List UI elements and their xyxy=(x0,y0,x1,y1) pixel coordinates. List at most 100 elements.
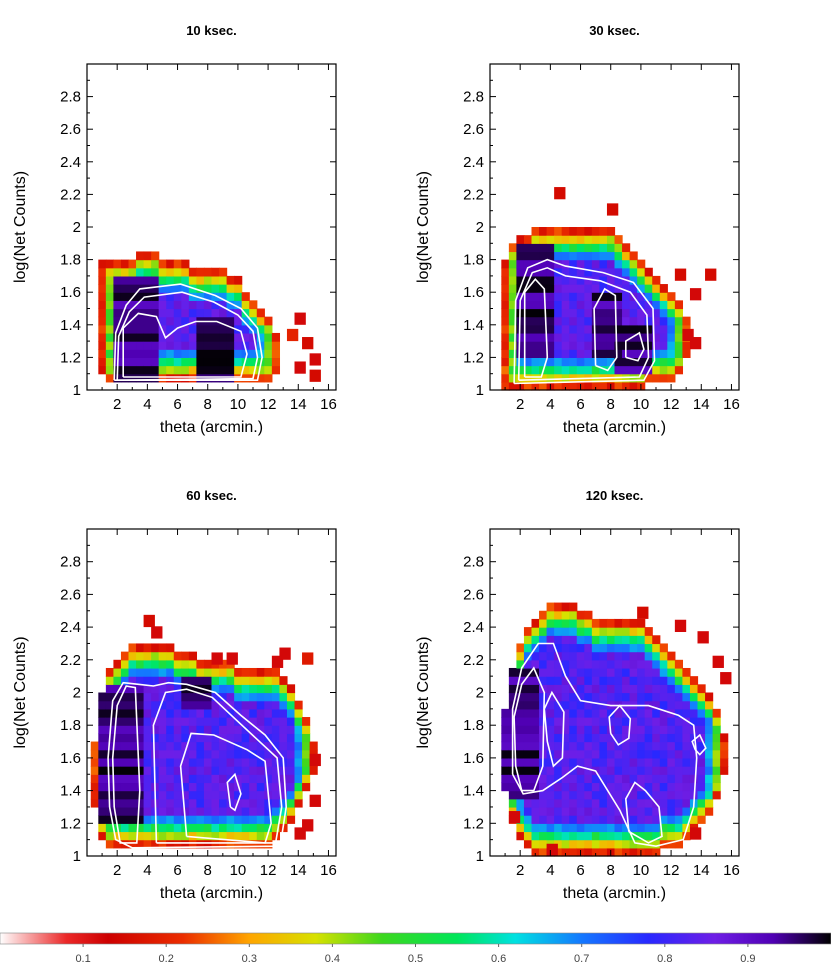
heat-cell xyxy=(226,741,235,751)
heat-cell xyxy=(516,365,525,375)
heat-cell xyxy=(561,643,570,653)
heat-cell xyxy=(271,815,281,824)
heat-cell xyxy=(508,284,518,293)
x-tick-label: 14 xyxy=(693,862,710,879)
heat-cell xyxy=(105,324,115,334)
heat-cell xyxy=(591,659,601,669)
heat-cell xyxy=(531,741,540,751)
heat-cell xyxy=(271,684,281,694)
heat-cell xyxy=(584,267,593,277)
x-tick-label: 4 xyxy=(143,862,151,879)
heat-cell xyxy=(539,610,548,620)
heat-cell xyxy=(181,839,190,849)
heat-cell xyxy=(523,684,533,694)
heat-cell xyxy=(203,667,213,677)
heat-cell xyxy=(181,708,190,718)
heat-cell xyxy=(637,659,646,669)
y-tick-label: 2.4 xyxy=(60,619,81,636)
heat-cell xyxy=(652,316,661,326)
heat-cell xyxy=(606,275,616,285)
heat-cell xyxy=(173,341,182,350)
heat-cell xyxy=(219,839,228,849)
heat-cell xyxy=(591,708,601,718)
heat-cell xyxy=(637,324,646,334)
heat-cell xyxy=(105,831,115,841)
heat-cell xyxy=(629,741,638,751)
heat-cell xyxy=(113,806,122,816)
heat-cell xyxy=(614,667,623,677)
heat-cell xyxy=(667,357,676,367)
heat-cell xyxy=(614,790,623,800)
heat-cell xyxy=(614,324,623,334)
heat-cell-outlier xyxy=(309,753,321,767)
heat-cell xyxy=(516,708,525,718)
heat-cell xyxy=(151,839,160,849)
heat-cell xyxy=(181,324,190,334)
heat-cell xyxy=(264,667,273,677)
heat-cell xyxy=(554,365,563,375)
heat-cell xyxy=(120,815,130,824)
heat-cell-outlier xyxy=(689,288,702,301)
heat-cell xyxy=(128,365,137,375)
heat-cell xyxy=(508,667,518,677)
heat-cell xyxy=(674,659,684,669)
x-tick-label: 2 xyxy=(113,862,121,879)
heat-cell xyxy=(637,357,646,367)
heat-cell xyxy=(629,725,638,734)
heat-cell xyxy=(143,757,152,767)
heat-cell xyxy=(622,659,631,669)
heat-cell xyxy=(546,823,555,833)
heat-cell xyxy=(309,741,318,751)
heat-cell xyxy=(523,316,533,326)
heat-cell xyxy=(264,365,273,375)
heat-cell xyxy=(652,823,661,833)
heat-cell xyxy=(591,618,601,628)
heat-cell xyxy=(173,275,182,285)
heat-cell xyxy=(546,659,555,669)
heat-cell xyxy=(166,806,175,816)
heat-cell xyxy=(561,749,570,759)
heat-cell xyxy=(659,300,668,310)
heat-cell xyxy=(554,684,563,694)
heat-cell xyxy=(211,741,220,751)
heat-cell xyxy=(98,815,107,824)
heat-cell xyxy=(188,324,198,334)
heat-cell xyxy=(508,300,518,310)
heat-cell xyxy=(629,341,638,350)
heat-cell xyxy=(599,275,608,285)
heat-cell xyxy=(166,700,175,710)
heat-cell xyxy=(674,332,684,342)
heat-cell xyxy=(234,757,243,767)
heat-cell xyxy=(113,316,122,326)
heat-cell xyxy=(188,357,198,367)
heat-cell xyxy=(196,700,205,710)
heat-cell xyxy=(682,741,691,751)
heat-cell xyxy=(606,341,616,350)
heat-cell xyxy=(652,365,661,375)
heat-cell xyxy=(629,300,638,310)
heat-cell xyxy=(286,725,296,734)
heat-cell xyxy=(226,733,235,743)
heat-cell xyxy=(652,741,661,751)
heat-cell xyxy=(599,831,608,841)
y-tick-label: 2.2 xyxy=(463,652,484,669)
heat-cell xyxy=(158,667,167,677)
heat-cell xyxy=(151,684,160,694)
heat-cell xyxy=(219,806,228,816)
heat-cell xyxy=(561,790,570,800)
heat-cell xyxy=(136,651,145,661)
heat-cell xyxy=(143,316,152,326)
heat-cell xyxy=(591,381,601,391)
heat-cell xyxy=(697,806,706,816)
heat-cell xyxy=(234,700,243,710)
heat-cell xyxy=(622,733,631,743)
heat-cell xyxy=(576,749,585,759)
heat-cell xyxy=(226,782,235,792)
heat-cell xyxy=(158,316,167,326)
heat-cell xyxy=(128,749,137,759)
heat-cell xyxy=(546,700,555,710)
heat-cell xyxy=(136,643,145,653)
heat-cell xyxy=(166,651,175,661)
heat-cell xyxy=(219,700,228,710)
heat-cell xyxy=(120,766,130,775)
